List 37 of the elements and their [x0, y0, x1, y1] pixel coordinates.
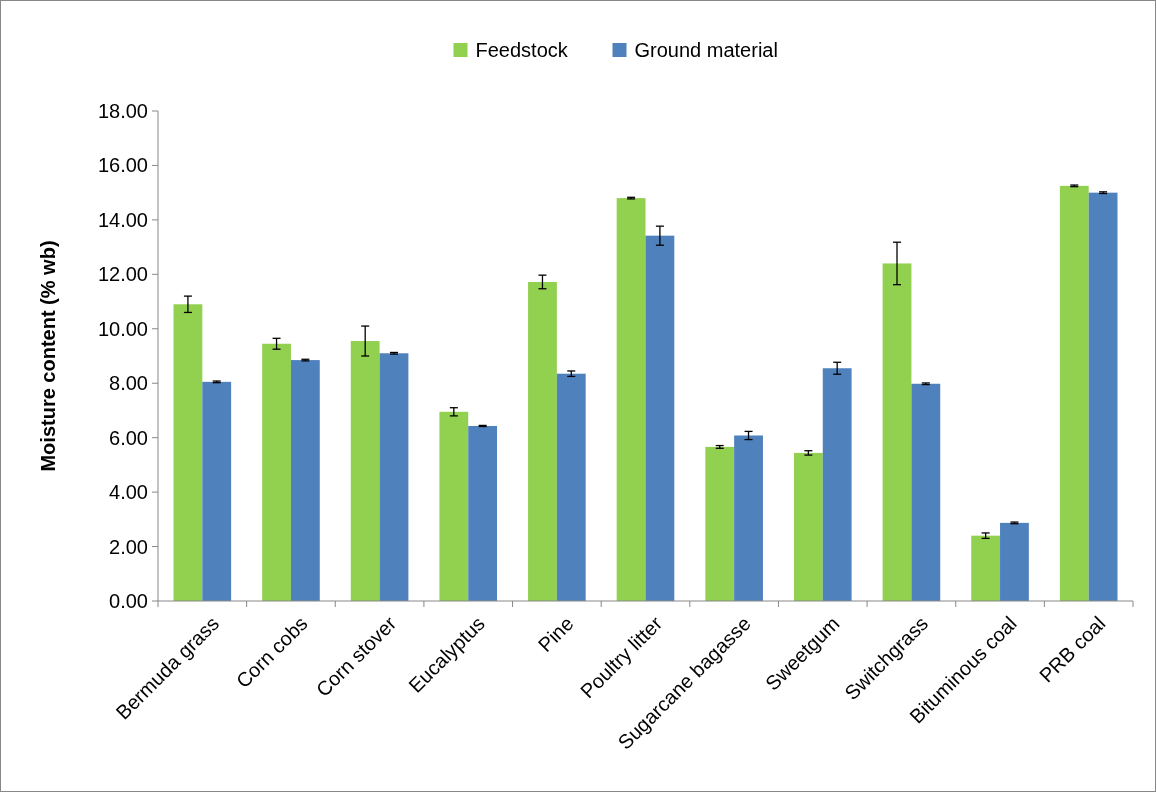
bar [439, 411, 469, 601]
bar [793, 452, 823, 601]
y-tick-label: 18.00 [97, 100, 148, 122]
bar [911, 383, 941, 601]
bar [528, 281, 557, 601]
bar [1000, 522, 1029, 601]
legend-label: Ground material [634, 39, 778, 61]
bar [616, 198, 646, 601]
bar [645, 235, 675, 601]
y-tick-label: 12.00 [97, 263, 148, 286]
bar [350, 341, 380, 601]
bar [822, 368, 852, 601]
bar [556, 373, 586, 601]
y-tick-label: 4.00 [109, 481, 148, 504]
bar [468, 425, 498, 601]
bar [882, 263, 912, 601]
y-tick-label: 0.00 [109, 590, 148, 612]
x-tick-label: Pine [533, 612, 578, 657]
bar [705, 446, 735, 601]
bar [734, 435, 763, 601]
bar [971, 535, 1001, 601]
y-tick-label: 8.00 [109, 372, 148, 395]
legend-label: Feedstock [475, 39, 569, 61]
bar [173, 304, 203, 601]
y-tick-label: 10.00 [97, 317, 148, 340]
y-axis-title: Moisture content (% wb) [37, 240, 59, 472]
y-tick-label: 16.00 [97, 154, 148, 177]
bar [379, 353, 409, 601]
x-tick-label: Corn cobs [231, 612, 312, 693]
bar [1059, 185, 1089, 601]
y-tick-label: 2.00 [109, 535, 148, 558]
bar [290, 360, 320, 601]
bar [262, 343, 291, 601]
bar [1088, 192, 1118, 601]
y-tick-label: 6.00 [109, 426, 148, 449]
bar [202, 381, 232, 601]
y-tick-label: 14.00 [97, 208, 148, 231]
